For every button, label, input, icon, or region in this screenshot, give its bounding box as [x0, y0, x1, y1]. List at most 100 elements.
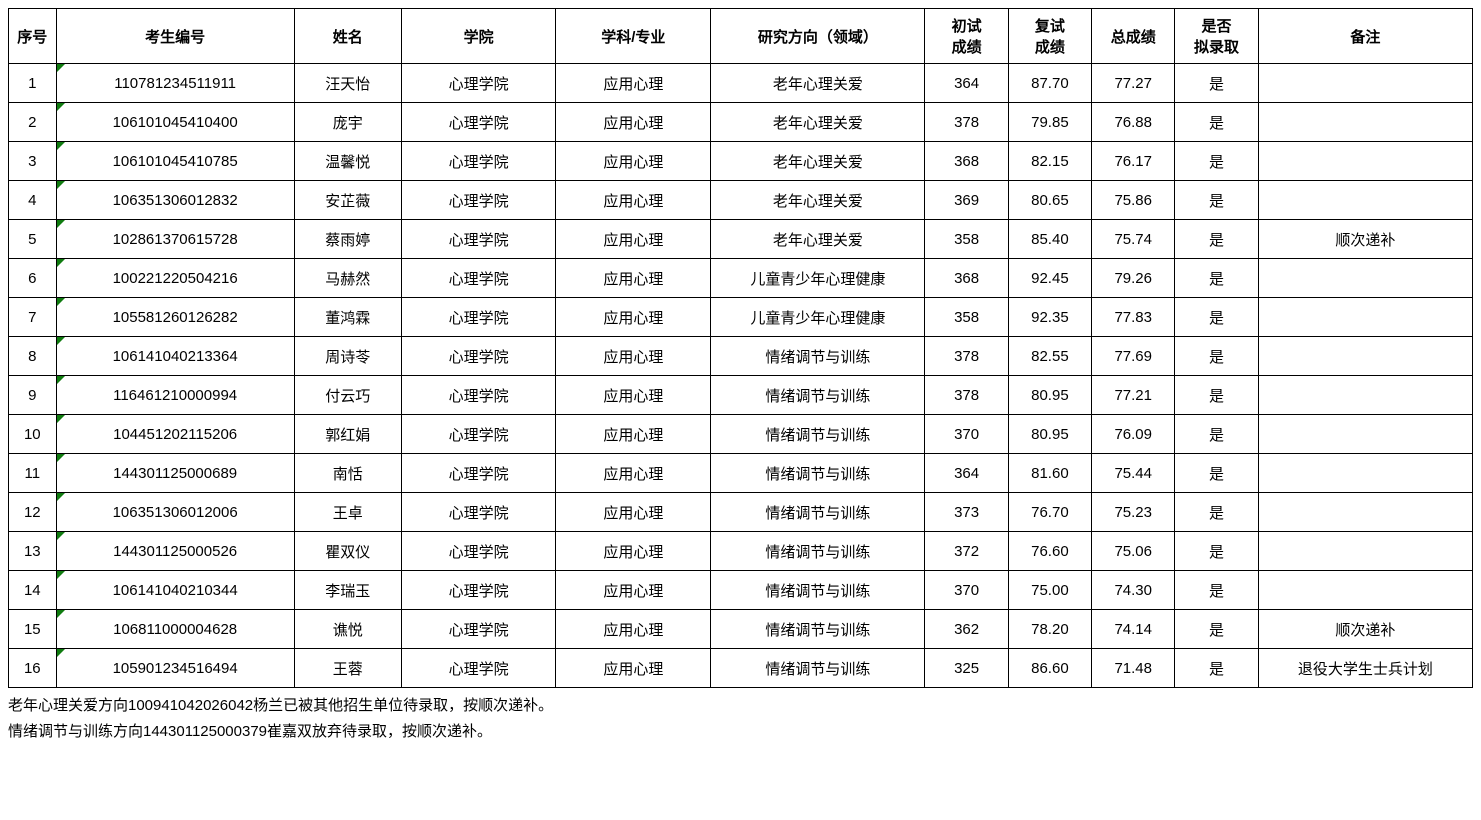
cell-admitted: 是 — [1175, 649, 1258, 688]
cell-score1: 368 — [925, 259, 1008, 298]
cell-college: 心理学院 — [401, 415, 556, 454]
cell-direction: 情绪调节与训练 — [711, 376, 925, 415]
column-header-total: 总成绩 — [1092, 9, 1175, 64]
column-header-seq: 序号 — [9, 9, 57, 64]
column-header-note: 备注 — [1258, 9, 1472, 64]
cell-note: 顺次递补 — [1258, 220, 1472, 259]
cell-total: 74.30 — [1092, 571, 1175, 610]
cell-name: 庞宇 — [294, 103, 401, 142]
cell-name: 董鸿霖 — [294, 298, 401, 337]
cell-name: 汪天怡 — [294, 64, 401, 103]
cell-college: 心理学院 — [401, 103, 556, 142]
cell-name: 马赫然 — [294, 259, 401, 298]
cell-score2: 79.85 — [1008, 103, 1091, 142]
cell-note — [1258, 337, 1472, 376]
column-header-name: 姓名 — [294, 9, 401, 64]
cell-direction: 儿童青少年心理健康 — [711, 298, 925, 337]
cell-total: 75.86 — [1092, 181, 1175, 220]
cell-exam_id: 105581260126282 — [56, 298, 294, 337]
cell-major: 应用心理 — [556, 493, 711, 532]
cell-admitted: 是 — [1175, 571, 1258, 610]
cell-note — [1258, 64, 1472, 103]
cell-college: 心理学院 — [401, 493, 556, 532]
cell-note — [1258, 415, 1472, 454]
cell-direction: 老年心理关爱 — [711, 64, 925, 103]
cell-score1: 373 — [925, 493, 1008, 532]
table-row: 4106351306012832安芷薇心理学院应用心理老年心理关爱36980.6… — [9, 181, 1473, 220]
cell-seq: 15 — [9, 610, 57, 649]
cell-score2: 80.95 — [1008, 415, 1091, 454]
cell-seq: 8 — [9, 337, 57, 376]
cell-exam_id: 106141040213364 — [56, 337, 294, 376]
cell-exam_id: 116461210000994 — [56, 376, 294, 415]
cell-score2: 82.15 — [1008, 142, 1091, 181]
table-row: 5102861370615728蔡雨婷心理学院应用心理老年心理关爱35885.4… — [9, 220, 1473, 259]
cell-direction: 老年心理关爱 — [711, 220, 925, 259]
cell-score1: 364 — [925, 454, 1008, 493]
cell-note — [1258, 571, 1472, 610]
cell-exam_id: 144301125000526 — [56, 532, 294, 571]
footnote-line: 老年心理关爱方向100941042026042杨兰已被其他招生单位待录取，按顺次… — [8, 694, 1473, 718]
cell-seq: 5 — [9, 220, 57, 259]
cell-total: 75.06 — [1092, 532, 1175, 571]
cell-seq: 14 — [9, 571, 57, 610]
cell-direction: 情绪调节与训练 — [711, 532, 925, 571]
cell-admitted: 是 — [1175, 337, 1258, 376]
cell-total: 71.48 — [1092, 649, 1175, 688]
admission-table: 序号考生编号姓名学院学科/专业研究方向（领域）初试成绩复试成绩总成绩是否拟录取备… — [8, 8, 1473, 688]
cell-score2: 78.20 — [1008, 610, 1091, 649]
cell-total: 76.09 — [1092, 415, 1175, 454]
cell-seq: 9 — [9, 376, 57, 415]
cell-score1: 362 — [925, 610, 1008, 649]
cell-college: 心理学院 — [401, 64, 556, 103]
cell-score1: 372 — [925, 532, 1008, 571]
cell-major: 应用心理 — [556, 259, 711, 298]
cell-score2: 86.60 — [1008, 649, 1091, 688]
cell-note — [1258, 376, 1472, 415]
cell-college: 心理学院 — [401, 142, 556, 181]
table-row: 3106101045410785温馨悦心理学院应用心理老年心理关爱36882.1… — [9, 142, 1473, 181]
cell-major: 应用心理 — [556, 220, 711, 259]
cell-admitted: 是 — [1175, 493, 1258, 532]
cell-score2: 80.95 — [1008, 376, 1091, 415]
cell-total: 77.83 — [1092, 298, 1175, 337]
cell-college: 心理学院 — [401, 532, 556, 571]
cell-name: 蔡雨婷 — [294, 220, 401, 259]
cell-direction: 情绪调节与训练 — [711, 415, 925, 454]
cell-admitted: 是 — [1175, 142, 1258, 181]
cell-score2: 82.55 — [1008, 337, 1091, 376]
cell-total: 76.17 — [1092, 142, 1175, 181]
table-row: 10104451202115206郭红娟心理学院应用心理情绪调节与训练37080… — [9, 415, 1473, 454]
column-header-major: 学科/专业 — [556, 9, 711, 64]
cell-college: 心理学院 — [401, 571, 556, 610]
cell-direction: 老年心理关爱 — [711, 142, 925, 181]
cell-major: 应用心理 — [556, 415, 711, 454]
cell-exam_id: 110781234511911 — [56, 64, 294, 103]
cell-total: 75.44 — [1092, 454, 1175, 493]
cell-direction: 情绪调节与训练 — [711, 337, 925, 376]
cell-exam_id: 106351306012832 — [56, 181, 294, 220]
cell-exam_id: 106101045410785 — [56, 142, 294, 181]
cell-exam_id: 100221220504216 — [56, 259, 294, 298]
cell-score1: 370 — [925, 415, 1008, 454]
cell-seq: 10 — [9, 415, 57, 454]
cell-total: 75.23 — [1092, 493, 1175, 532]
cell-major: 应用心理 — [556, 376, 711, 415]
cell-total: 77.21 — [1092, 376, 1175, 415]
cell-direction: 儿童青少年心理健康 — [711, 259, 925, 298]
table-row: 9116461210000994付云巧心理学院应用心理情绪调节与训练37880.… — [9, 376, 1473, 415]
cell-name: 王蓉 — [294, 649, 401, 688]
table-row: 12106351306012006王卓心理学院应用心理情绪调节与训练37376.… — [9, 493, 1473, 532]
cell-admitted: 是 — [1175, 181, 1258, 220]
column-header-score2: 复试成绩 — [1008, 9, 1091, 64]
cell-note — [1258, 181, 1472, 220]
table-row: 1110781234511911汪天怡心理学院应用心理老年心理关爱36487.7… — [9, 64, 1473, 103]
cell-seq: 3 — [9, 142, 57, 181]
cell-total: 77.69 — [1092, 337, 1175, 376]
cell-score1: 358 — [925, 220, 1008, 259]
cell-admitted: 是 — [1175, 415, 1258, 454]
cell-admitted: 是 — [1175, 298, 1258, 337]
cell-note: 退役大学生士兵计划 — [1258, 649, 1472, 688]
cell-admitted: 是 — [1175, 454, 1258, 493]
cell-direction: 情绪调节与训练 — [711, 649, 925, 688]
